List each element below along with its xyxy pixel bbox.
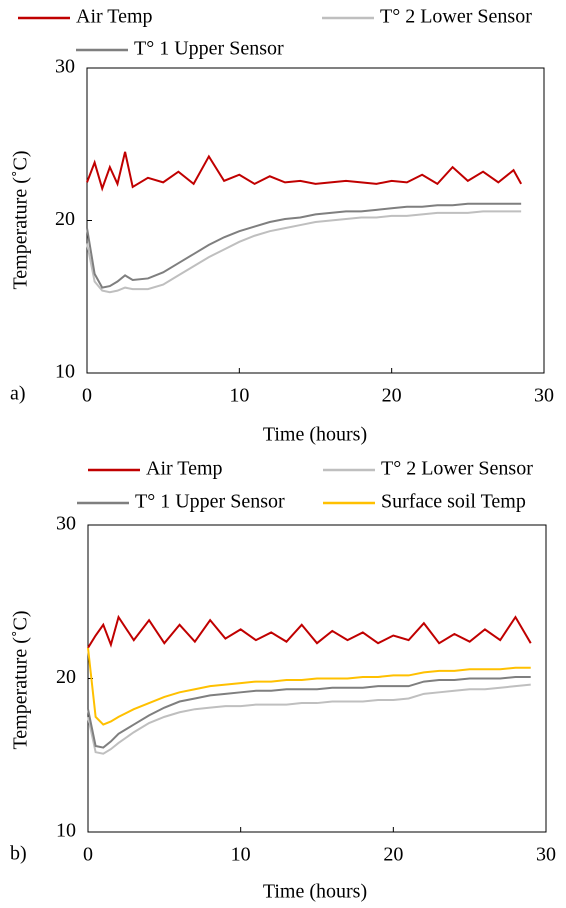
y-axis-label: Temperature (˚C) (10, 610, 32, 749)
series-line (87, 647, 531, 726)
series-line (87, 614, 532, 649)
y-tick-label: 30 (55, 56, 75, 78)
x-tick-label: 30 (534, 385, 554, 407)
panel-label: b) (10, 843, 27, 865)
x-tick-label: 10 (229, 385, 249, 407)
legend-label: Air Temp (146, 458, 223, 480)
y-tick-label: 10 (55, 361, 75, 383)
x-tick-label: 20 (382, 385, 402, 407)
legend-label: T° 1 Upper Sensor (135, 491, 285, 513)
series-line (86, 151, 523, 192)
x-tick-label: 30 (536, 844, 556, 866)
legend-label: T° 1 Upper Sensor (134, 38, 284, 60)
legend-label: T° 2 Lower Sensor (381, 458, 533, 480)
x-tick-label: 20 (383, 844, 403, 866)
plot-frame (86, 67, 545, 374)
y-tick-label: 30 (56, 513, 76, 535)
legend-label: Air Temp (76, 6, 153, 28)
x-tick-label: 10 (231, 844, 251, 866)
series-line (87, 675, 531, 749)
y-tick-label: 20 (55, 208, 75, 230)
panel-label: a) (10, 383, 26, 405)
y-tick-label: 10 (56, 820, 76, 842)
series-line (86, 210, 522, 294)
x-tick-label: 0 (82, 385, 92, 407)
x-axis-label: Time (hours) (263, 424, 367, 446)
x-axis-label: Time (hours) (263, 881, 367, 903)
legend-label: T° 2 Lower Sensor (380, 6, 532, 28)
y-axis-label: Temperature (˚C) (10, 150, 32, 289)
legend-label: Surface soil Temp (381, 491, 526, 513)
y-tick-label: 20 (56, 666, 76, 688)
x-tick-label: 0 (83, 844, 93, 866)
series-line (86, 202, 522, 289)
series-line (87, 683, 531, 755)
